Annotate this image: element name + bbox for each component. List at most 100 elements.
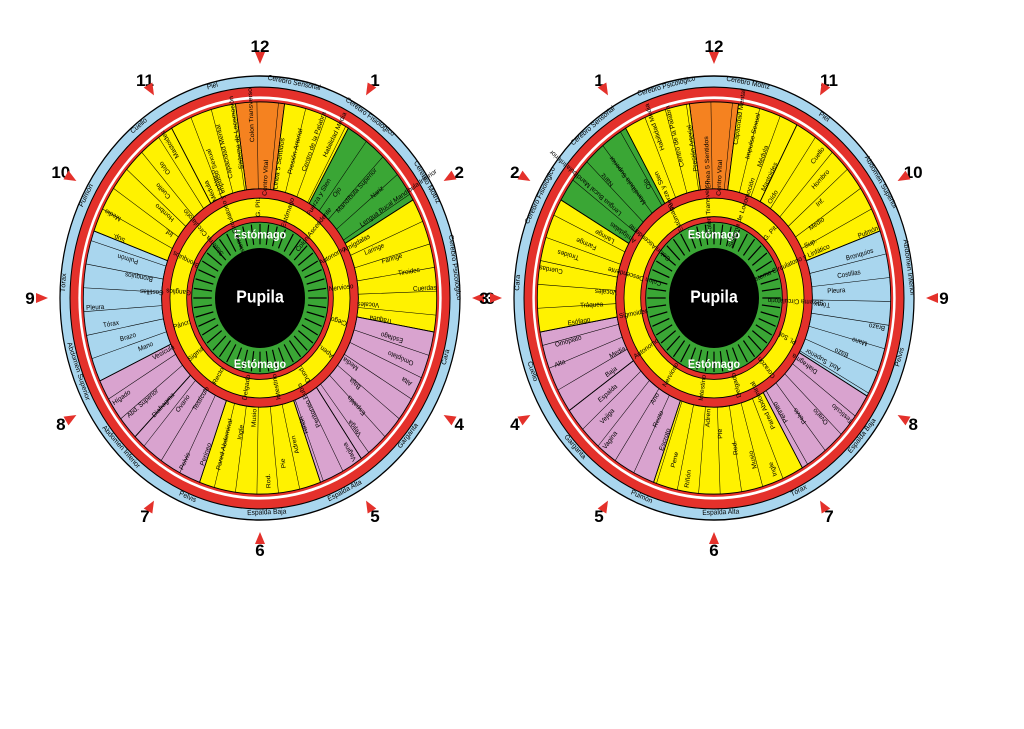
sector-divider — [569, 360, 634, 411]
region-cuerdas: Cuerdas — [413, 284, 438, 293]
sector-divider — [792, 363, 856, 417]
region-adren: Adren — [290, 434, 301, 454]
region-colon-transverso: Colon Transverso — [247, 87, 256, 142]
sector-divider — [572, 179, 636, 233]
region-pene: Pene — [670, 451, 680, 469]
sector-divider — [349, 342, 422, 379]
sector-divider — [788, 169, 848, 227]
stomach-ray — [306, 278, 325, 285]
region-mano: Mano — [851, 335, 868, 347]
sector-divider — [161, 388, 206, 461]
sector-divider — [775, 382, 826, 451]
labels: Pupila Estómago Estómago — [688, 229, 740, 371]
clock-number-4: 4 — [454, 415, 464, 434]
stomach-ray — [218, 238, 232, 256]
organ-sectors — [536, 101, 892, 495]
arrow-icon — [143, 500, 154, 514]
sector-divider — [644, 117, 676, 198]
sector-divider — [812, 299, 891, 302]
stomach-ray — [731, 347, 741, 367]
sector-divider — [256, 407, 259, 495]
stomach-ray — [242, 226, 249, 247]
stomach-ray — [755, 324, 773, 336]
sector-divider — [545, 237, 621, 265]
outer-label-espalda-alta: Espalda Alta — [702, 508, 739, 517]
sector-divider — [665, 109, 688, 194]
sector-divider — [620, 131, 663, 206]
sector-divider — [656, 401, 683, 484]
region-traquea: Tráquea — [369, 313, 393, 324]
arrow-icon — [443, 415, 457, 426]
sector-divider — [281, 404, 300, 490]
sector-divider — [344, 353, 412, 400]
sector-divider — [320, 383, 369, 453]
stomach-ray — [301, 324, 319, 336]
sector-divider — [336, 174, 398, 230]
stomach-ray — [742, 238, 756, 256]
clock-number-4: 4 — [510, 415, 520, 434]
region-pleura: Pleura — [827, 287, 846, 295]
stomach-ray — [696, 349, 703, 370]
stomach-rays — [647, 223, 781, 373]
stomach-ray — [737, 233, 748, 252]
sector-divider — [750, 116, 781, 197]
arrow-icon — [709, 52, 719, 64]
stomach-ray — [652, 317, 670, 327]
arrow-icon — [597, 82, 608, 96]
stomach-rays — [193, 223, 327, 373]
sector-divider — [86, 318, 164, 336]
outer-label-cara: Cara — [441, 348, 451, 366]
stomach-label-bottom: Estómago — [234, 358, 286, 371]
sector-divider — [83, 305, 162, 312]
sector-divider — [113, 188, 179, 238]
organ-sectors — [82, 101, 438, 495]
sector-divider — [214, 403, 235, 488]
stomach-ray — [758, 317, 776, 327]
sector-divider — [143, 380, 196, 447]
sector-divider — [717, 407, 721, 494]
region-esofago: Esófago — [567, 316, 591, 327]
sector-divider — [102, 208, 173, 249]
region-brazo: Brazo — [868, 321, 885, 331]
stomach-ray — [250, 224, 255, 245]
sector-divider — [285, 108, 306, 193]
region-ingle: Ingle — [237, 424, 246, 440]
sector-divider — [295, 399, 324, 482]
sector-divider — [256, 101, 259, 189]
stomach-ray — [283, 344, 294, 363]
region-traquea: Tráquea — [580, 301, 604, 310]
sector-divider — [784, 373, 842, 435]
region-costillas: Costillas — [139, 287, 164, 296]
clock-number-1: 1 — [594, 71, 603, 90]
sector-divider — [542, 324, 619, 346]
sector-divider — [171, 128, 212, 204]
stomach-ray — [751, 330, 768, 344]
sector-divider — [752, 398, 784, 479]
stomach-ray — [226, 344, 237, 363]
sector-divider — [108, 353, 176, 400]
sector-divider — [805, 338, 878, 372]
stomach-ray — [195, 278, 214, 285]
region-vocales: Vocales — [594, 287, 617, 296]
sector-divider — [582, 370, 642, 430]
sector-divider — [158, 137, 204, 209]
arrow-icon — [63, 170, 77, 181]
stomach-ray — [758, 269, 776, 279]
clock-number-7: 7 — [824, 507, 833, 526]
stomach-ray — [297, 330, 314, 344]
arrow-icon — [443, 170, 457, 181]
sector-divider — [537, 284, 616, 291]
sector-divider — [759, 124, 798, 202]
sector-divider — [809, 253, 887, 274]
sector-divider — [779, 152, 833, 218]
stomach-ray — [761, 304, 781, 309]
stomach-ray — [304, 269, 322, 279]
pupil — [669, 248, 759, 348]
arrow-icon — [926, 293, 938, 303]
clock-number-5: 5 — [370, 507, 379, 526]
pupil-label: Pupila — [690, 287, 738, 307]
sector-divider — [808, 325, 885, 350]
region-linea-5-sentidos: Línea 5 Sentidos — [703, 135, 712, 188]
sector-divider — [710, 101, 713, 189]
region-nervioso: Nervioso — [329, 283, 355, 293]
